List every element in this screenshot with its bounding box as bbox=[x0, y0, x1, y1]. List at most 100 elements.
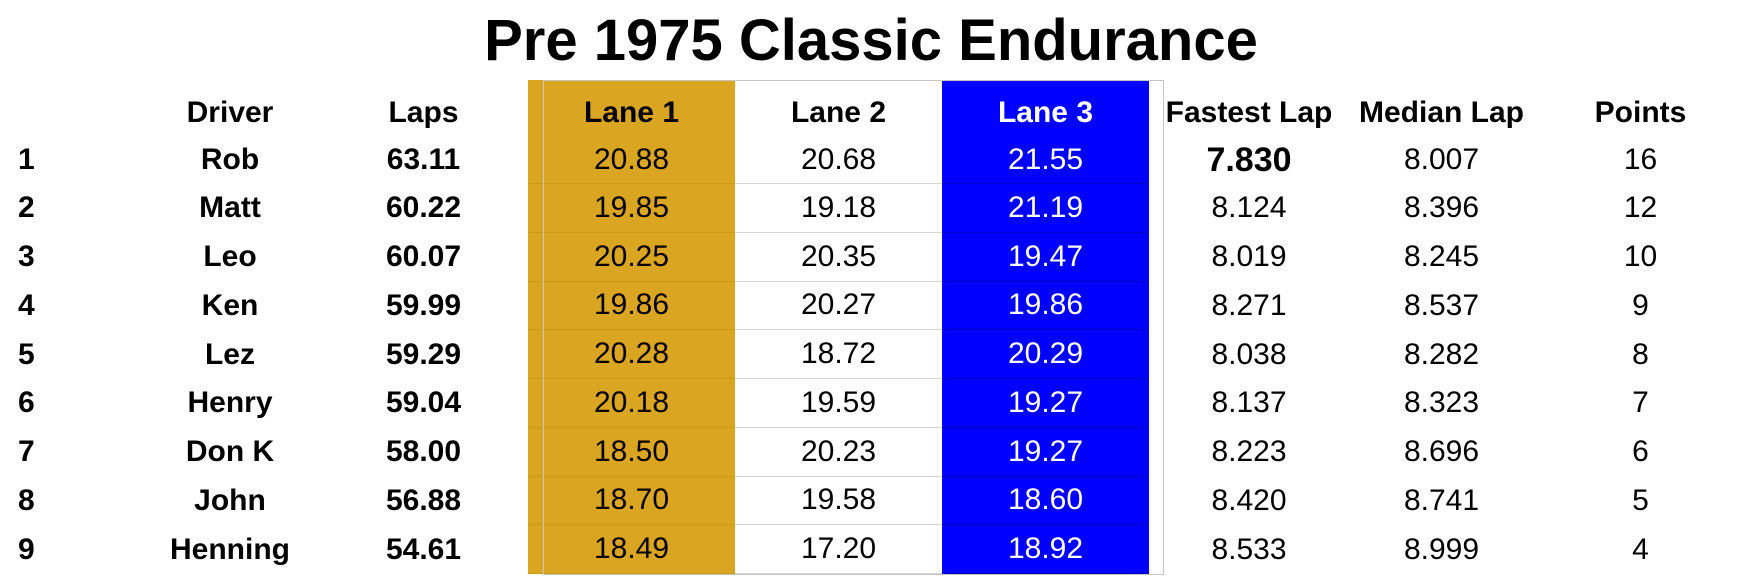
laps-cell: 56.88 bbox=[385, 483, 462, 517]
laps-cell: 59.99 bbox=[385, 288, 462, 322]
driver-cell: Lez bbox=[204, 337, 255, 371]
laps-cell: 63.11 bbox=[386, 143, 461, 176]
fastest-lap-cell: 8.124 bbox=[1211, 191, 1287, 225]
header-lane-3: Lane 3 bbox=[942, 80, 1149, 136]
median-lap-cell: 8.245 bbox=[1403, 240, 1480, 274]
position-cell: 9 bbox=[18, 532, 35, 566]
lane-1-cell: 20.25 bbox=[528, 232, 735, 282]
driver-cell: Leo bbox=[203, 240, 257, 274]
spacer-cell bbox=[502, 136, 528, 184]
position-cell: 6 bbox=[18, 386, 35, 420]
spacer-cell bbox=[502, 233, 528, 282]
driver-cell: Rob bbox=[200, 143, 260, 176]
lane-2-cell: 20.35 bbox=[735, 233, 942, 282]
fastest-lap-cell: 8.271 bbox=[1211, 288, 1287, 322]
position-cell: 3 bbox=[18, 240, 35, 274]
fastest-lap-cell: 8.223 bbox=[1211, 435, 1287, 469]
points-cell: 7 bbox=[1632, 386, 1649, 420]
lane-2-cell: 19.58 bbox=[735, 477, 942, 526]
fastest-lap-cell: 8.533 bbox=[1211, 532, 1287, 566]
lane-2-cell: 20.68 bbox=[735, 136, 942, 184]
header-driver: Driver bbox=[186, 96, 274, 129]
spacer-cell bbox=[502, 330, 528, 379]
lane-3-cell: 19.86 bbox=[942, 281, 1149, 331]
laps-cell: 60.22 bbox=[385, 191, 462, 225]
fastest-lap-cell: 8.420 bbox=[1211, 483, 1287, 517]
position-cell: 2 bbox=[18, 191, 35, 225]
median-lap-cell: 8.696 bbox=[1403, 435, 1480, 469]
position-cell: 1 bbox=[18, 143, 35, 176]
lane-1-cell: 18.70 bbox=[528, 476, 735, 526]
driver-cell: Henning bbox=[170, 532, 290, 566]
spacer-cell bbox=[502, 184, 528, 233]
points-cell: 12 bbox=[1623, 191, 1658, 225]
spacer-cell bbox=[502, 282, 528, 331]
page-title: Pre 1975 Classic Endurance bbox=[484, 8, 1258, 73]
driver-cell: Henry bbox=[187, 386, 273, 420]
lane-2-cell: 18.72 bbox=[735, 330, 942, 379]
results-table: Driver Laps Lane 1 Lane 2 Lane 3 Fastest… bbox=[0, 80, 1742, 574]
header-median-lap: Median Lap bbox=[1358, 96, 1524, 129]
lane-3-cell: 18.60 bbox=[942, 476, 1149, 526]
median-lap-cell: 8.396 bbox=[1403, 191, 1480, 225]
position-cell: 7 bbox=[18, 435, 35, 469]
fastest-lap-cell: 7.830 bbox=[1206, 140, 1292, 179]
position-cell: 5 bbox=[18, 337, 35, 371]
lane-3-cell: 21.19 bbox=[942, 184, 1149, 233]
laps-cell: 58.00 bbox=[385, 435, 462, 469]
lane-2-cell: 19.59 bbox=[735, 379, 942, 428]
driver-cell: Ken bbox=[201, 288, 259, 322]
lane-2-cell: 20.27 bbox=[735, 282, 942, 331]
lane-3-cell: 19.27 bbox=[942, 379, 1149, 428]
header-position bbox=[0, 80, 115, 136]
median-lap-cell: 8.007 bbox=[1403, 143, 1480, 176]
header-spacer bbox=[502, 80, 528, 136]
laps-cell: 60.07 bbox=[385, 240, 462, 274]
header-lane-1: Lane 1 bbox=[528, 80, 735, 136]
points-cell: 16 bbox=[1623, 143, 1658, 176]
spacer-cell bbox=[502, 477, 528, 526]
lane-3-cell: 18.92 bbox=[942, 525, 1149, 574]
points-cell: 8 bbox=[1632, 337, 1649, 371]
laps-cell: 59.29 bbox=[385, 337, 462, 371]
median-lap-cell: 8.282 bbox=[1403, 337, 1480, 371]
header-lane-2: Lane 2 bbox=[790, 96, 887, 129]
fastest-lap-cell: 8.019 bbox=[1211, 240, 1287, 274]
fastest-lap-cell: 8.137 bbox=[1211, 386, 1287, 420]
points-cell: 5 bbox=[1632, 483, 1649, 517]
spacer-cell bbox=[502, 379, 528, 428]
lane-2-cell: 20.23 bbox=[735, 428, 942, 477]
lane-2-cell: 17.20 bbox=[735, 525, 942, 574]
laps-cell: 59.04 bbox=[385, 386, 462, 420]
lane-1-cell: 19.86 bbox=[528, 281, 735, 331]
driver-cell: Matt bbox=[199, 191, 261, 225]
spacer-cell bbox=[502, 525, 528, 574]
lane-2-cell: 19.18 bbox=[735, 184, 942, 233]
points-cell: 4 bbox=[1632, 532, 1649, 566]
position-cell: 8 bbox=[18, 483, 35, 517]
lane-3-cell: 20.29 bbox=[942, 330, 1149, 379]
header-fastest-lap: Fastest Lap bbox=[1165, 96, 1333, 129]
points-cell: 9 bbox=[1632, 288, 1649, 322]
laps-cell: 54.61 bbox=[385, 532, 462, 566]
median-lap-cell: 8.323 bbox=[1403, 386, 1480, 420]
lane-1-cell: 18.50 bbox=[528, 427, 735, 477]
points-cell: 10 bbox=[1623, 240, 1658, 274]
lane-1-cell: 20.18 bbox=[528, 379, 735, 428]
position-cell: 4 bbox=[18, 288, 35, 322]
median-lap-cell: 8.741 bbox=[1403, 483, 1480, 517]
lane-1-cell: 18.49 bbox=[528, 525, 735, 574]
lane-3-cell: 19.47 bbox=[942, 232, 1149, 282]
points-cell: 6 bbox=[1632, 435, 1649, 469]
header-laps: Laps bbox=[388, 96, 459, 129]
driver-cell: Don K bbox=[185, 435, 275, 469]
median-lap-cell: 8.999 bbox=[1403, 532, 1480, 566]
spacer-cell bbox=[502, 428, 528, 477]
header-points: Points bbox=[1594, 96, 1687, 129]
lane-1-cell: 19.85 bbox=[528, 184, 735, 233]
driver-cell: John bbox=[194, 483, 266, 517]
lane-1-cell: 20.28 bbox=[528, 330, 735, 379]
fastest-lap-cell: 8.038 bbox=[1211, 337, 1287, 371]
lane-3-cell: 21.55 bbox=[942, 136, 1149, 184]
median-lap-cell: 8.537 bbox=[1403, 288, 1480, 322]
